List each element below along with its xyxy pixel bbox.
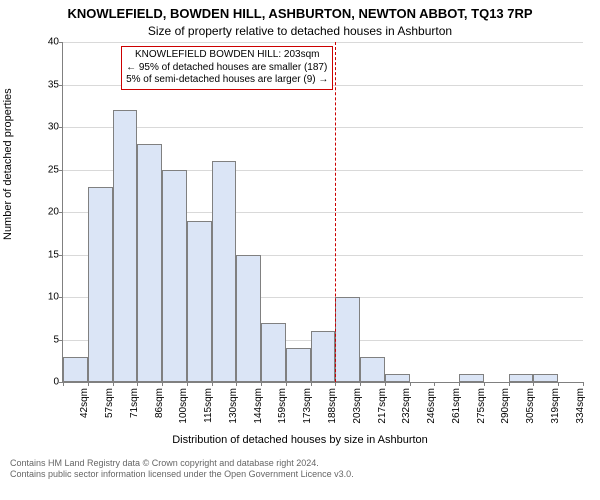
y-tick-label: 15 <box>48 249 59 260</box>
y-tick <box>59 255 63 256</box>
histogram-bar <box>63 357 88 383</box>
chart-subtitle: Size of property relative to detached ho… <box>0 24 600 38</box>
y-tick <box>59 127 63 128</box>
histogram-bar <box>88 187 113 383</box>
plot-area: 051015202530354042sqm57sqm71sqm86sqm100s… <box>62 42 583 383</box>
x-tick <box>533 382 534 386</box>
address-title: KNOWLEFIELD, BOWDEN HILL, ASHBURTON, NEW… <box>0 6 600 21</box>
x-tick <box>137 382 138 386</box>
x-tick <box>311 382 312 386</box>
annotation-line: KNOWLEFIELD BOWDEN HILL: 203sqm <box>126 49 328 62</box>
x-tick <box>484 382 485 386</box>
x-tick <box>335 382 336 386</box>
x-tick-label: 246sqm <box>426 388 437 424</box>
y-tick-label: 20 <box>48 207 59 218</box>
x-tick-label: 159sqm <box>277 388 288 424</box>
histogram-bar <box>459 374 484 383</box>
annotation-line: 5% of semi-detached houses are larger (9… <box>126 74 328 87</box>
gridline <box>63 42 583 43</box>
histogram-bar <box>162 170 187 383</box>
x-tick-label: 42sqm <box>79 388 90 418</box>
x-tick-label: 188sqm <box>327 388 338 424</box>
histogram-bar <box>335 297 360 382</box>
annotation-line: ← 95% of detached houses are smaller (18… <box>126 62 328 75</box>
x-tick-label: 217sqm <box>377 388 388 424</box>
x-tick <box>236 382 237 386</box>
y-tick-label: 25 <box>48 164 59 175</box>
histogram-bar <box>187 221 212 383</box>
y-tick-label: 35 <box>48 79 59 90</box>
x-tick-label: 100sqm <box>178 388 189 424</box>
x-tick <box>410 382 411 386</box>
x-tick <box>385 382 386 386</box>
x-axis-label: Distribution of detached houses by size … <box>0 434 600 446</box>
y-tick <box>59 170 63 171</box>
histogram-bar <box>236 255 261 383</box>
footer-line-2: Contains public sector information licen… <box>10 469 354 480</box>
x-tick-label: 86sqm <box>154 388 165 418</box>
histogram-bar <box>286 348 311 382</box>
histogram-bar <box>137 144 162 382</box>
x-tick <box>459 382 460 386</box>
x-tick <box>261 382 262 386</box>
x-tick <box>88 382 89 386</box>
y-tick <box>59 85 63 86</box>
histogram-bar <box>385 374 410 383</box>
y-tick-label: 30 <box>48 122 59 133</box>
x-tick <box>360 382 361 386</box>
y-tick-label: 40 <box>48 37 59 48</box>
y-tick <box>59 297 63 298</box>
y-tick <box>59 340 63 341</box>
gridline <box>63 127 583 128</box>
x-tick-label: 334sqm <box>575 388 586 424</box>
x-tick-label: 130sqm <box>228 388 239 424</box>
histogram-bar <box>113 110 138 382</box>
histogram-bar <box>509 374 534 383</box>
reference-line <box>335 42 336 382</box>
x-tick <box>286 382 287 386</box>
x-tick-label: 71sqm <box>129 388 140 418</box>
x-tick <box>434 382 435 386</box>
x-tick-label: 290sqm <box>500 388 511 424</box>
x-tick <box>63 382 64 386</box>
histogram-bar <box>360 357 385 383</box>
histogram-bar <box>212 161 237 382</box>
footer-line-1: Contains HM Land Registry data © Crown c… <box>10 458 354 469</box>
annotation-box: KNOWLEFIELD BOWDEN HILL: 203sqm← 95% of … <box>121 46 333 90</box>
x-tick <box>509 382 510 386</box>
y-tick-label: 5 <box>53 334 59 345</box>
x-tick-label: 261sqm <box>451 388 462 424</box>
histogram-bar <box>311 331 336 382</box>
y-tick <box>59 42 63 43</box>
x-tick-label: 305sqm <box>525 388 536 424</box>
x-tick <box>583 382 584 386</box>
x-tick <box>162 382 163 386</box>
x-tick <box>187 382 188 386</box>
x-tick-label: 57sqm <box>104 388 115 418</box>
x-tick <box>113 382 114 386</box>
attribution-footer: Contains HM Land Registry data © Crown c… <box>10 458 354 481</box>
x-tick-label: 203sqm <box>352 388 363 424</box>
y-axis-label: Number of detached properties <box>2 88 14 240</box>
x-tick <box>212 382 213 386</box>
x-tick-label: 144sqm <box>253 388 264 424</box>
histogram-bar <box>533 374 558 383</box>
y-tick <box>59 212 63 213</box>
x-tick-label: 173sqm <box>302 388 313 424</box>
chart-container: KNOWLEFIELD, BOWDEN HILL, ASHBURTON, NEW… <box>0 0 600 500</box>
x-tick-label: 275sqm <box>476 388 487 424</box>
x-tick-label: 319sqm <box>550 388 561 424</box>
y-tick-label: 0 <box>53 377 59 388</box>
x-tick <box>558 382 559 386</box>
x-tick-label: 232sqm <box>401 388 412 424</box>
y-tick-label: 10 <box>48 292 59 303</box>
x-tick-label: 115sqm <box>203 388 214 423</box>
histogram-bar <box>261 323 286 383</box>
